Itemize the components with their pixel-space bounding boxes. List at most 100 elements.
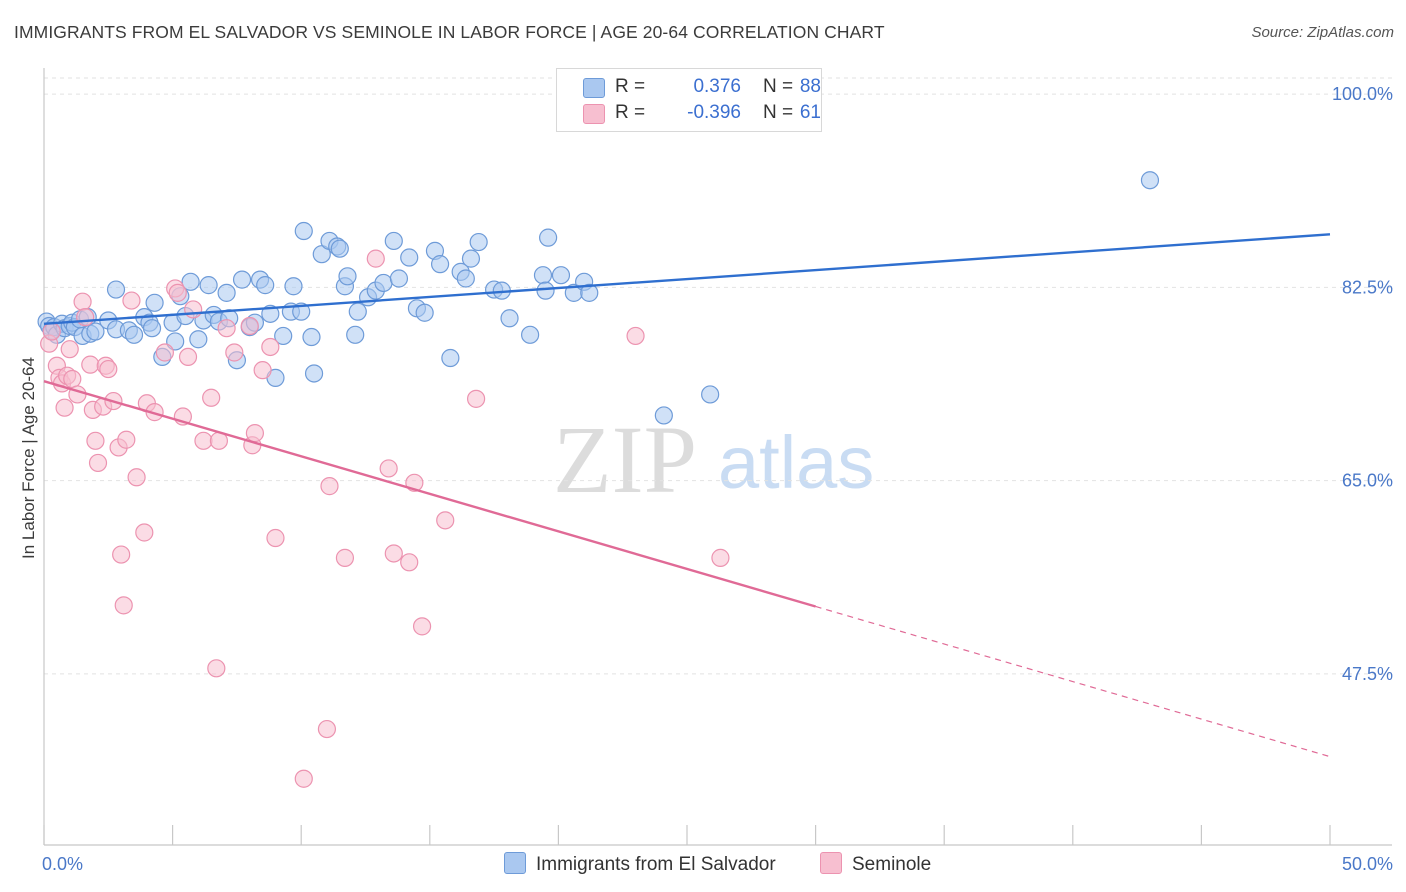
data-point-el-salvador <box>701 385 720 404</box>
data-point-el-salvador <box>142 319 162 338</box>
data-point-el-salvador <box>199 276 218 295</box>
data-point-seminole <box>711 548 730 567</box>
x-tick-label-min: 0.0% <box>42 854 83 874</box>
data-point-seminole <box>194 431 213 450</box>
data-point-seminole <box>294 769 313 788</box>
data-point-seminole <box>178 347 198 367</box>
series-seminole <box>40 249 730 788</box>
legend-swatch-blue <box>583 78 605 98</box>
data-point-seminole <box>114 596 133 615</box>
trend-line-seminole-extension <box>815 605 1331 758</box>
data-point-el-salvador <box>181 272 200 291</box>
data-point-el-salvador <box>232 270 252 289</box>
data-point-el-salvador <box>415 303 434 322</box>
data-point-el-salvador <box>500 309 519 328</box>
data-point-seminole <box>626 326 645 346</box>
legend-n-label: N = <box>763 76 794 97</box>
data-point-el-salvador <box>346 325 365 344</box>
watermark: ZIP atlas <box>553 406 874 513</box>
data-point-el-salvador <box>430 255 450 274</box>
watermark-zip: ZIP <box>553 406 697 513</box>
legend-r-label: R = <box>615 76 646 97</box>
legend-n-value: 61 <box>799 102 821 123</box>
legend-r-value: 0.376 <box>693 76 741 97</box>
data-point-el-salvador <box>400 248 419 267</box>
data-point-el-salvador <box>389 269 409 288</box>
data-point-seminole <box>112 545 131 564</box>
data-point-el-salvador <box>580 283 599 302</box>
legend-n-value: 88 <box>799 76 821 97</box>
legend-n-label: N = <box>763 102 794 123</box>
correlation-legend: R = 0.376 N = 88 R = -0.396 N = 61 <box>556 68 822 132</box>
data-point-seminole <box>86 431 105 450</box>
gridlines <box>44 77 1392 675</box>
y-tick-label: 65.0% <box>1342 471 1393 491</box>
bottom-legend-el-salvador: Immigrants from El Salvador <box>504 852 776 878</box>
data-point-seminole <box>240 316 259 336</box>
x-tick-label-max: 50.0% <box>1342 854 1393 874</box>
data-point-seminole <box>88 453 108 473</box>
data-point-seminole <box>73 292 92 311</box>
source-credit: Source: ZipAtlas.com <box>1251 24 1394 41</box>
data-point-el-salvador <box>539 228 558 247</box>
data-point-el-salvador <box>294 221 313 241</box>
data-point-seminole <box>76 308 95 327</box>
data-point-el-salvador <box>551 266 571 285</box>
data-point-seminole <box>60 340 79 359</box>
data-point-el-salvador <box>284 277 303 296</box>
data-point-seminole <box>366 249 385 268</box>
y-tick-labels: 100.0% 82.5% 65.0% 47.5% <box>1332 84 1393 684</box>
data-point-seminole <box>117 430 136 449</box>
data-point-el-salvador <box>1140 171 1160 190</box>
data-point-el-salvador <box>261 304 280 323</box>
y-tick-label: 82.5% <box>1342 277 1393 297</box>
data-point-el-salvador <box>274 326 293 346</box>
data-point-el-salvador <box>338 267 357 286</box>
bottom-legend-label-seminole: Seminole <box>852 854 932 875</box>
data-point-el-salvador <box>461 249 481 268</box>
chart-title: IMMIGRANTS FROM EL SALVADOR VS SEMINOLE … <box>14 22 885 42</box>
data-point-seminole <box>225 343 244 362</box>
data-point-el-salvador <box>521 325 540 344</box>
data-point-seminole <box>122 291 141 310</box>
data-point-seminole <box>253 361 272 380</box>
data-point-seminole <box>400 553 419 572</box>
data-point-seminole <box>207 659 226 678</box>
data-point-seminole <box>184 300 203 319</box>
data-point-el-salvador <box>469 232 488 252</box>
data-point-el-salvador <box>256 276 275 295</box>
data-point-el-salvador <box>456 269 475 288</box>
bottom-legend-seminole: Seminole <box>820 852 931 878</box>
data-point-seminole <box>127 468 146 487</box>
data-point-seminole <box>81 355 100 374</box>
y-tick-label: 100.0% <box>1332 84 1393 104</box>
data-point-el-salvador <box>384 231 403 251</box>
data-point-el-salvador <box>217 283 236 302</box>
bottom-legend-label-el-salvador: Immigrants from El Salvador <box>536 854 776 875</box>
data-point-seminole <box>168 283 187 302</box>
data-point-el-salvador <box>86 322 105 341</box>
data-point-el-salvador <box>189 330 208 349</box>
data-point-seminole <box>202 388 221 407</box>
data-point-seminole <box>412 617 432 636</box>
series-immigrants-el-salvador <box>37 171 1160 425</box>
data-point-el-salvador <box>374 273 393 293</box>
data-point-seminole <box>335 548 355 567</box>
data-point-seminole <box>155 343 174 362</box>
data-point-el-salvador <box>536 281 555 300</box>
data-point-seminole <box>266 528 285 548</box>
data-point-el-salvador <box>302 327 321 347</box>
y-axis-label: In Labor Force | Age 20-64 <box>19 357 38 559</box>
data-point-seminole <box>63 369 82 389</box>
data-point-el-salvador <box>304 364 324 383</box>
data-point-el-salvador <box>441 348 460 368</box>
data-point-seminole <box>99 359 118 379</box>
data-point-el-salvador <box>145 293 164 312</box>
data-point-el-salvador <box>106 280 126 299</box>
bottom-legend-swatch-blue <box>504 852 526 874</box>
legend-r-value: -0.396 <box>687 102 741 123</box>
data-point-seminole <box>379 459 398 478</box>
data-point-el-salvador <box>348 302 367 321</box>
data-point-seminole <box>217 319 236 338</box>
